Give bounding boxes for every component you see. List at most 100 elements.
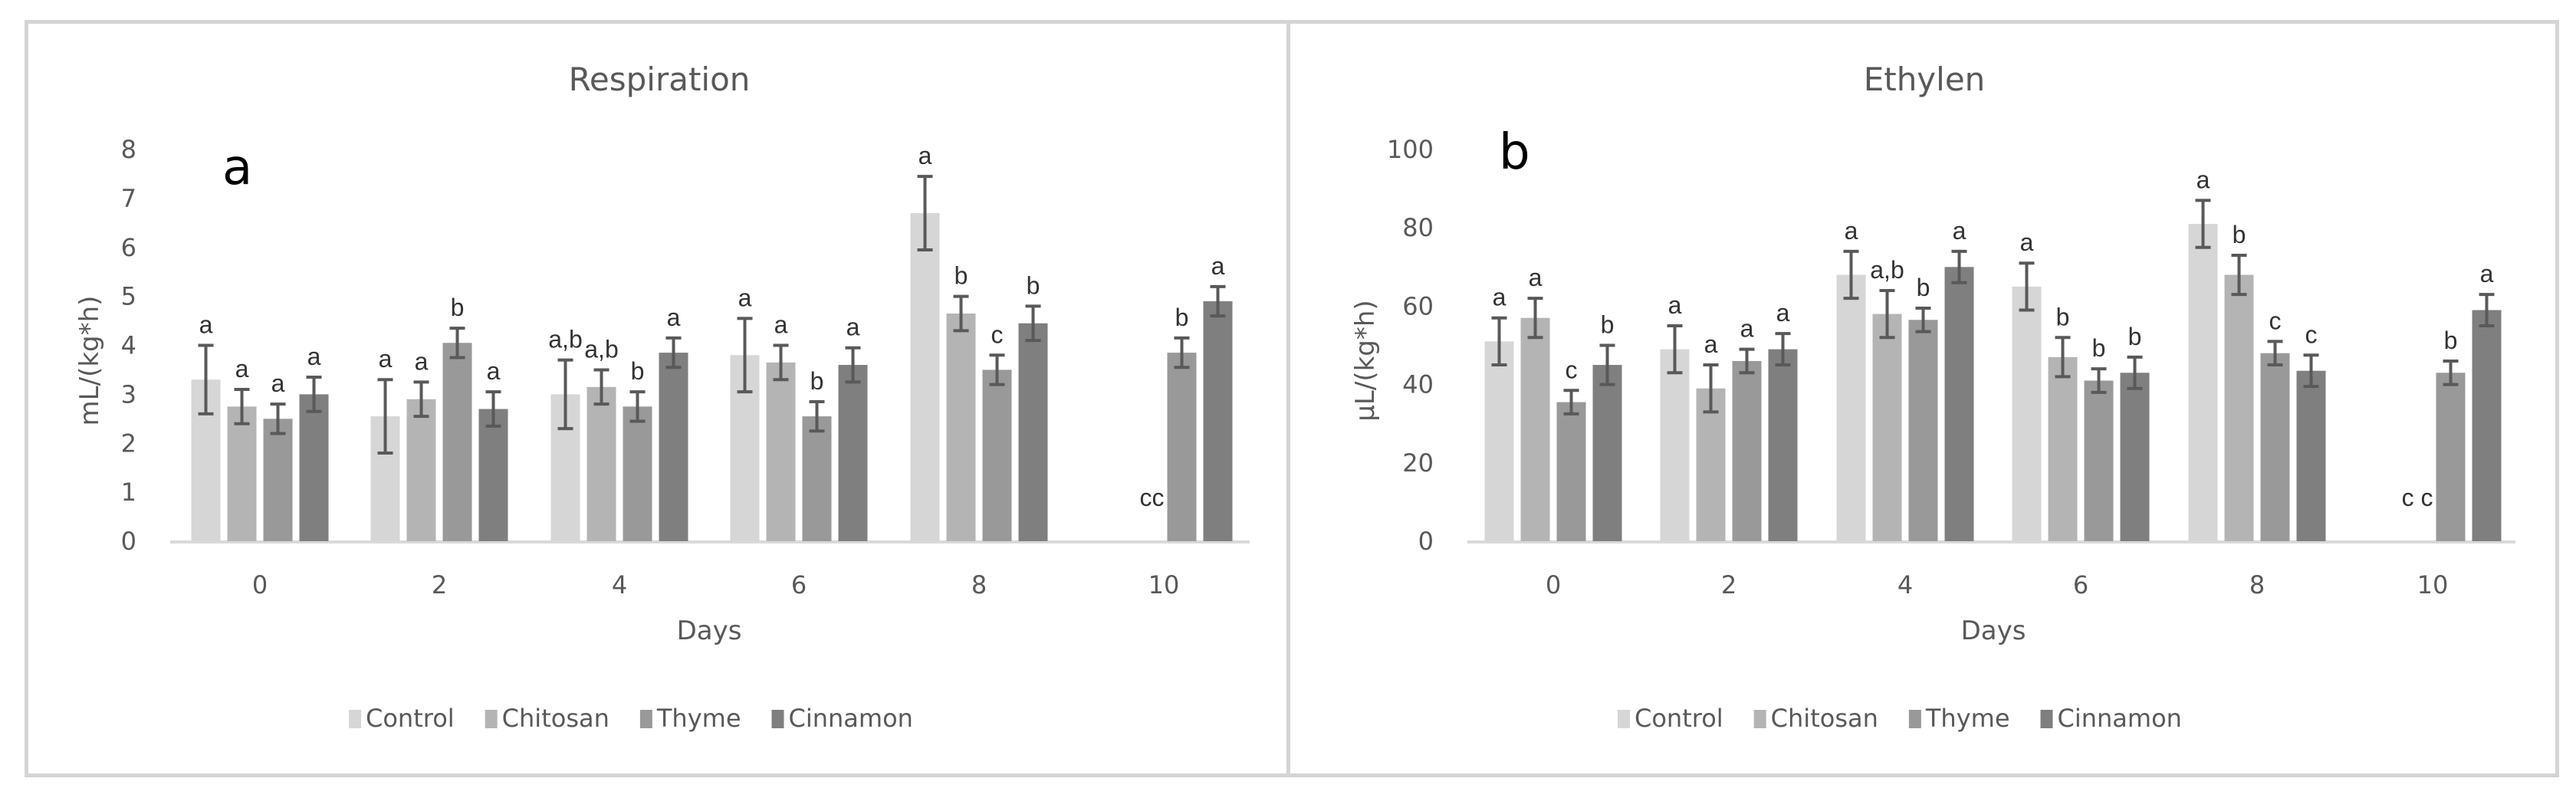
significance-letter: a [307, 343, 321, 370]
significance-letter: b [2444, 327, 2458, 354]
significance-letter: a [199, 311, 213, 339]
significance-letter: a,b [584, 335, 618, 363]
bar-cinnamon [838, 365, 868, 541]
bar-cinnamon [2296, 370, 2326, 541]
x-tick-label: 0 [1546, 570, 1561, 599]
significance-letter: a [667, 304, 681, 331]
bar-cinnamon [299, 394, 329, 541]
significance-letter: b [2056, 303, 2070, 330]
significance-letter-zero: cc [1140, 484, 1165, 511]
y-tick-label: 8 [121, 135, 136, 164]
significance-letter: b [810, 367, 824, 395]
x-tick-label: 2 [1721, 570, 1737, 599]
significance-letter: a [738, 284, 752, 311]
x-axis-title: Days [1961, 616, 2026, 646]
significance-letter: a [2020, 228, 2034, 256]
legend-label-control: Control [366, 704, 455, 733]
significance-letter: b [631, 357, 645, 385]
x-tick-label: 4 [612, 570, 627, 599]
significance-letter: a [1211, 252, 1225, 280]
bar-cinnamon [1203, 301, 1233, 541]
bar-thyme [442, 343, 472, 541]
significance-letter: a [1704, 330, 1718, 358]
bar-thyme [623, 406, 652, 541]
bar-thyme [1167, 353, 1197, 541]
bar-thyme [2084, 380, 2114, 541]
significance-letter: a [1668, 291, 1682, 319]
legend-swatch-thyme [1908, 710, 1921, 728]
bar-cinnamon [659, 353, 688, 541]
respiration-chart-panel [25, 20, 1293, 777]
x-tick-label: 10 [2417, 570, 2449, 599]
y-tick-label: 1 [121, 478, 136, 507]
bar-thyme [1556, 402, 1586, 541]
significance-letter: a [1740, 315, 1754, 343]
y-tick-label: 0 [1418, 527, 1434, 556]
y-tick-label: 60 [1402, 291, 1434, 320]
significance-letter: a [1953, 217, 1967, 245]
bar-chitosan [766, 362, 796, 541]
significance-letter: b [1917, 274, 1930, 301]
bar-cinnamon [2472, 310, 2502, 541]
y-axis-title: µL/(kg*h) [1350, 300, 1381, 421]
legend-swatch-control [1618, 710, 1630, 728]
significance-letter: b [1027, 271, 1040, 299]
x-tick-label: 4 [1898, 570, 1913, 599]
legend-label-chitosan: Chitosan [502, 704, 610, 733]
bar-control [1836, 274, 1866, 541]
significance-letter: a [918, 142, 932, 169]
bar-chitosan [586, 386, 616, 541]
legend-label-control: Control [1635, 704, 1723, 733]
x-tick-label: 8 [2249, 570, 2265, 599]
significance-letter: a [1776, 299, 1790, 327]
significance-letter: a [271, 369, 285, 397]
bar-chitosan [1696, 388, 1726, 541]
y-tick-label: 2 [121, 429, 136, 458]
bar-cinnamon [1018, 323, 1048, 541]
y-tick-label: 0 [121, 527, 136, 556]
bar-thyme [2436, 373, 2466, 541]
significance-letter: b [451, 294, 465, 321]
significance-letter-zero: c c [2402, 484, 2433, 511]
significance-letter: a [415, 347, 429, 375]
x-tick-label: 6 [2073, 570, 2088, 599]
significance-letter: c [2269, 307, 2282, 334]
y-tick-label: 4 [121, 331, 136, 360]
bar-thyme [1732, 360, 1762, 541]
bar-control [1484, 341, 1514, 541]
significance-letter: b [2128, 323, 2142, 350]
bar-cinnamon [1944, 267, 1974, 541]
legend-label-cinnamon: Cinnamon [2058, 704, 2182, 733]
bar-thyme [982, 369, 1012, 541]
significance-letter: a,b [1870, 256, 1904, 284]
bar-chitosan [2224, 274, 2254, 541]
bar-thyme [802, 416, 832, 541]
ethylen-panel-letter: b [1499, 124, 1530, 181]
legend-swatch-cinnamon [771, 710, 784, 728]
significance-letter: a [2480, 260, 2494, 287]
bar-thyme [2260, 353, 2290, 541]
y-tick-label: 80 [1402, 213, 1434, 242]
significance-letter: a [846, 314, 860, 341]
significance-letter: b [1175, 304, 1189, 331]
respiration-chart-title: Respiration [569, 61, 751, 98]
significance-letter: a [379, 345, 393, 373]
x-tick-label: 6 [791, 570, 807, 599]
legend-swatch-chitosan [485, 710, 498, 728]
x-tick-label: 0 [252, 570, 268, 599]
legend-swatch-thyme [639, 710, 652, 728]
bar-chitosan [1520, 317, 1550, 541]
significance-letter: a [1493, 284, 1506, 311]
bar-thyme [263, 419, 293, 541]
significance-letter: b [1601, 311, 1615, 339]
significance-letter: c [1566, 356, 1578, 383]
legend-swatch-chitosan [1753, 710, 1766, 728]
bar-control [2188, 224, 2218, 541]
bar-cinnamon [478, 409, 508, 541]
legend-label-cinnamon: Cinnamon [789, 704, 913, 733]
legend-swatch-cinnamon [2040, 710, 2053, 728]
significance-letter: b [2092, 334, 2106, 362]
bar-chitosan [946, 313, 976, 541]
x-tick-label: 8 [971, 570, 987, 599]
y-axis-title: mL/(kg*h) [74, 296, 105, 426]
